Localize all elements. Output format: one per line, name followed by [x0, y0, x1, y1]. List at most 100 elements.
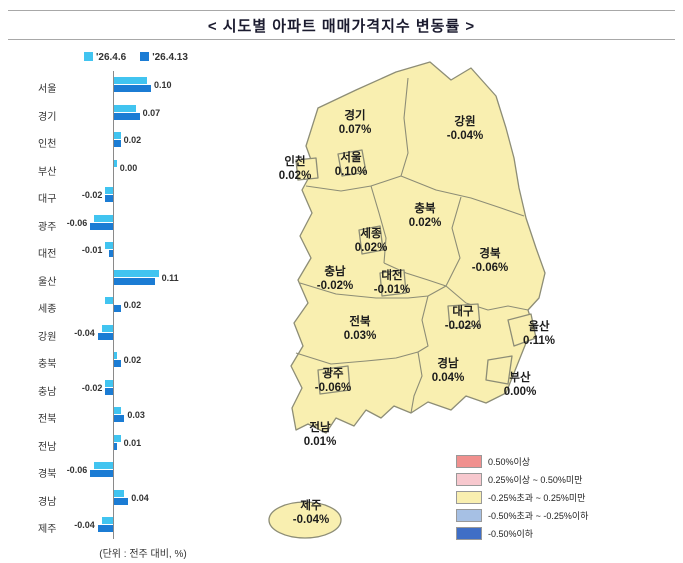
bar-plot: 0.11	[66, 264, 228, 292]
legend-swatch	[140, 52, 150, 61]
bar-value-label: -0.06	[66, 217, 88, 228]
bar-week1	[113, 489, 125, 497]
bar-row: 대전 -0.01	[38, 236, 238, 264]
bar-value-label: -0.04	[74, 520, 95, 530]
bar-plot: 0.02	[66, 346, 228, 374]
bar-plot: 0.04	[66, 484, 228, 512]
map-region-label: 광주 -0.06%	[315, 368, 351, 395]
bar-row: 경기 0.07	[38, 99, 238, 127]
bar-category-label: 인천	[38, 139, 57, 150]
region-name: 세종	[360, 228, 382, 240]
map-region-label: 서울 0.10%	[335, 152, 368, 179]
bar-plot: -0.06	[66, 209, 228, 237]
legend-range-label: -0.25%초과 ~ 0.25%미만	[488, 492, 586, 503]
region-name: 충북	[414, 203, 436, 215]
bar-plot: -0.04	[66, 511, 228, 539]
legend-row: -0.50%이하	[456, 524, 588, 542]
map-region-label: 부산 0.00%	[504, 372, 537, 399]
bar-value-label: -0.01	[81, 245, 103, 255]
bar-plot: -0.01	[66, 236, 228, 264]
province-busan	[485, 355, 513, 385]
bar-week2	[113, 497, 129, 505]
bar-value-label: 0.03	[127, 410, 145, 420]
chart-legend: '26.4.6 '26.4.13	[84, 52, 238, 63]
bar-week2	[113, 112, 140, 120]
legend-color-swatch	[456, 490, 482, 504]
bar-category-label: 전북	[38, 414, 57, 425]
bar-week1	[105, 187, 113, 194]
bar-plot: 0.01	[66, 429, 228, 457]
bar-plot: -0.04	[66, 319, 228, 347]
bar-value-label: 0.02	[123, 355, 142, 365]
bar-category-label: 세종	[38, 304, 57, 315]
map-region-label: 대구 -0.02%	[445, 306, 481, 333]
legend-range-label: 0.25%이상 ~ 0.50%미만	[488, 474, 583, 485]
region-value: -0.02%	[444, 319, 482, 332]
bar-value-label: 0.00	[119, 162, 138, 173]
bar-value-label: 0.04	[131, 492, 149, 503]
bar-week2	[109, 250, 113, 257]
korea-map-svg	[268, 61, 546, 539]
bar-row: 울산 0.11	[38, 264, 238, 292]
region-value: -0.06%	[471, 261, 509, 274]
region-name: 울산	[528, 321, 550, 333]
bar-value-label: -0.06	[66, 465, 88, 475]
bar-week2	[90, 470, 113, 477]
bar-plot: -0.02	[66, 181, 228, 209]
region-name: 광주	[322, 368, 344, 380]
bar-row: 충북 0.02	[38, 346, 238, 374]
province-incheon	[295, 157, 319, 181]
region-name: 서울	[340, 152, 362, 164]
province-sejong	[358, 225, 384, 255]
province-daejeon	[379, 269, 407, 297]
bar-value-label: 0.02	[123, 300, 142, 310]
bar-value-label: 0.11	[161, 272, 179, 283]
bar-row: 제주 -0.04	[38, 511, 238, 539]
bar-plot: -0.02	[66, 374, 228, 402]
bar-week1	[113, 269, 159, 277]
region-name: 충남	[324, 266, 346, 278]
bar-category-label: 울산	[38, 276, 57, 288]
bar-week2	[105, 195, 113, 202]
region-value: 0.00%	[503, 385, 537, 398]
bar-row: 세종 0.02	[38, 291, 238, 319]
legend-color-swatch	[456, 472, 482, 486]
province-borders	[295, 77, 529, 414]
region-value: 0.10%	[334, 165, 368, 178]
map-region-label: 충남 -0.02%	[317, 266, 353, 293]
zero-axis	[113, 71, 114, 539]
bar-category-label: 대전	[38, 249, 57, 260]
region-name: 경남	[437, 358, 459, 370]
bar-category-label: 대구	[38, 194, 57, 205]
bar-week1	[94, 462, 113, 469]
bar-row: 강원 -0.04	[38, 319, 238, 347]
region-name: 경기	[344, 110, 366, 122]
bar-week2	[97, 332, 113, 340]
bar-category-label: 충북	[38, 359, 57, 370]
legend-range-label: 0.50%이상	[488, 456, 531, 467]
province-daegu	[447, 303, 481, 329]
bar-plot: 0.03	[66, 401, 228, 429]
bar-category-label: 경북	[38, 469, 57, 480]
title-divider-top	[8, 10, 675, 11]
region-value: -0.01%	[373, 283, 411, 296]
bar-row: 경남 0.04	[38, 484, 238, 512]
bar-value-label: -0.02	[81, 382, 103, 393]
bar-value-label: 0.02	[123, 135, 142, 145]
region-value: 0.02%	[354, 241, 388, 254]
bar-plot: 0.02	[66, 126, 228, 154]
bar-category-label: 광주	[38, 221, 57, 233]
bar-week2	[90, 222, 113, 230]
map-region-label: 제주 -0.04%	[293, 500, 329, 527]
bar-plot: 0.00	[66, 154, 228, 182]
map-region-label: 대전 -0.01%	[374, 270, 410, 297]
bar-week1	[113, 407, 121, 414]
bar-row: 서울 0.10	[38, 71, 238, 99]
title-divider-bottom	[8, 39, 675, 40]
bar-chart: '26.4.6 '26.4.13 서울 0.10 경기 0.07 인천 0.02 부산 0.00…	[38, 52, 238, 560]
bar-value-label: 0.10	[154, 80, 172, 90]
legend-color-swatch	[456, 508, 482, 522]
region-value: 0.01%	[303, 435, 337, 448]
region-value: 0.02%	[408, 216, 442, 229]
bar-value-label: 0.07	[142, 107, 161, 118]
